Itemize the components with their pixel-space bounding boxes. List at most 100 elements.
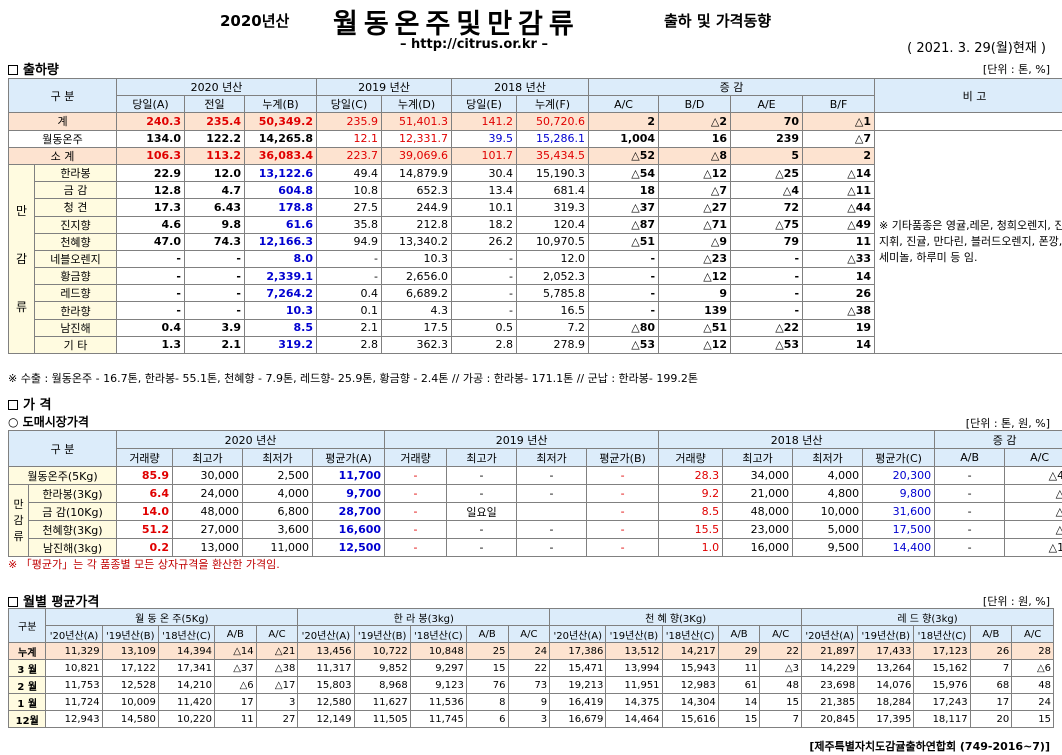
data-cell: 141.2: [451, 112, 518, 131]
data-cell: △11: [802, 181, 876, 200]
data-cell: 11,329: [45, 642, 103, 660]
row-label: 12월: [7, 710, 47, 728]
row-label: 누계: [7, 642, 47, 660]
data-cell: 12.0: [184, 163, 245, 183]
column-header: 당일(A): [116, 95, 185, 114]
data-cell: 7: [759, 710, 802, 728]
data-cell: 15,616: [661, 710, 719, 728]
data-cell: 652.3: [380, 181, 453, 200]
data-cell: -: [730, 284, 804, 303]
data-cell: 13,340.2: [380, 232, 453, 251]
shipment-header-2020: 2020 년산: [116, 77, 317, 97]
data-cell: 9,800: [862, 484, 936, 503]
data-cell: △44: [802, 198, 876, 217]
data-cell: 10.1: [451, 198, 518, 217]
column-header: A/B: [934, 448, 1006, 467]
data-cell: 48,000: [722, 502, 794, 521]
data-cell: -: [588, 284, 660, 303]
row-label: 네블오렌지: [34, 249, 117, 269]
column-header: '18년산(C): [157, 625, 216, 643]
data-cell: 20,845: [800, 710, 859, 728]
table-row: 한라향 - -10.3 0.1 4.3-16.5-139- △38: [9, 301, 1062, 320]
data-cell: 16,419: [549, 693, 607, 711]
data-cell: 10,009: [101, 693, 159, 711]
data-cell: 139: [658, 301, 732, 320]
data-cell: 122.2: [184, 129, 245, 148]
data-cell: 11,753: [45, 676, 103, 694]
data-cell: 14,076: [857, 676, 915, 694]
data-cell: 11,317: [297, 659, 355, 677]
data-cell: -: [588, 249, 660, 269]
data-cell: 22: [759, 642, 802, 660]
data-cell: 8.5: [658, 502, 724, 521]
data-cell: 30.4: [451, 163, 518, 183]
data-cell: 61.6: [244, 215, 317, 234]
data-cell: 14,394: [157, 642, 216, 660]
checkbox-square-icon: [8, 597, 18, 607]
data-cell: 13,122.6: [244, 163, 317, 183]
data-cell: 39.5: [451, 129, 518, 148]
column-header: A/C: [588, 95, 660, 114]
data-cell: -: [316, 249, 382, 269]
data-cell: 20: [969, 710, 1013, 728]
data-cell: 12.8: [116, 181, 185, 200]
data-cell: -: [384, 520, 448, 539]
data-cell: 17,500: [862, 520, 936, 539]
table-row: 청 견 17.3 6.43 178.8 27.5 244.9 10.1 319.3 △37 △27…: [9, 198, 1062, 217]
data-cell: 604.8: [244, 181, 317, 200]
data-cell: 2: [588, 112, 660, 131]
data-cell: 11: [802, 232, 876, 251]
data-cell: 4,800: [792, 484, 864, 503]
data-cell: 14,304: [661, 693, 719, 711]
price-header-2018: 2018 년산: [658, 430, 936, 449]
data-cell: -: [451, 249, 518, 269]
data-cell: △13: [1004, 538, 1062, 557]
table-row: 계 240.3 235.4 50,349.2 235.9 51,401.3 141.2 50,…: [8, 112, 1062, 131]
data-cell: 11,700: [311, 466, 386, 485]
data-cell: △7: [658, 181, 732, 200]
data-cell: 13,264: [857, 659, 915, 677]
data-cell: 12,500: [311, 538, 386, 557]
column-header: 최저가: [516, 448, 588, 467]
data-cell: △37: [588, 198, 660, 217]
table-row: 만 감 류 한라봉(3Kg) 6.4 24,000 4,000 9,700- - - -9.2 2…: [8, 484, 1062, 557]
data-cell: 15.5: [658, 520, 724, 539]
data-cell: 2.1: [316, 318, 382, 337]
data-cell: 362.3: [380, 335, 453, 355]
data-cell: 23,000: [722, 520, 794, 539]
data-cell: -: [316, 267, 382, 286]
data-cell: 16,000: [722, 538, 794, 557]
data-cell: -: [586, 502, 660, 521]
price-title-text: 가 격: [23, 398, 52, 413]
data-cell: 6.4: [116, 484, 173, 503]
data-cell: △49: [802, 215, 876, 234]
data-cell: 235.4: [184, 112, 245, 131]
column-header: 최저가: [792, 448, 864, 467]
data-cell: 4,000: [792, 466, 864, 485]
data-cell: 17,386: [549, 642, 607, 660]
data-cell: -: [446, 484, 518, 503]
data-cell: △14: [802, 163, 876, 183]
data-cell: 13,109: [101, 642, 159, 660]
data-cell: 14.0: [116, 502, 173, 521]
data-cell: 21,385: [800, 693, 859, 711]
data-cell: 12,149: [297, 710, 355, 728]
data-cell: △53: [730, 335, 804, 355]
column-header: 평균가(A): [311, 448, 386, 467]
column-header: '18년산(C): [409, 625, 467, 643]
data-cell: 10,848: [409, 642, 467, 660]
monthly-section-title: 월별 평균가격: [8, 591, 99, 610]
data-cell: 0.4: [316, 284, 382, 303]
data-cell: 50,349.2: [244, 112, 317, 131]
monthly-title-text: 월별 평균가격: [23, 595, 100, 610]
data-cell: △42: [1004, 466, 1062, 485]
data-cell: 11,724: [45, 693, 103, 711]
data-cell: 13.4: [451, 181, 518, 200]
data-cell: 14,580: [101, 710, 159, 728]
data-cell: 17,123: [913, 642, 971, 660]
table-row: 월동온주(5Kg) 85.9 30,000 2,500 11,700- - - -28.3 34…: [8, 466, 1062, 485]
data-cell: -: [184, 249, 245, 269]
data-cell: 14,265.8: [244, 129, 317, 148]
header-url: – http://citrus.or.kr –: [400, 37, 548, 52]
data-cell: 17.3: [116, 198, 185, 217]
